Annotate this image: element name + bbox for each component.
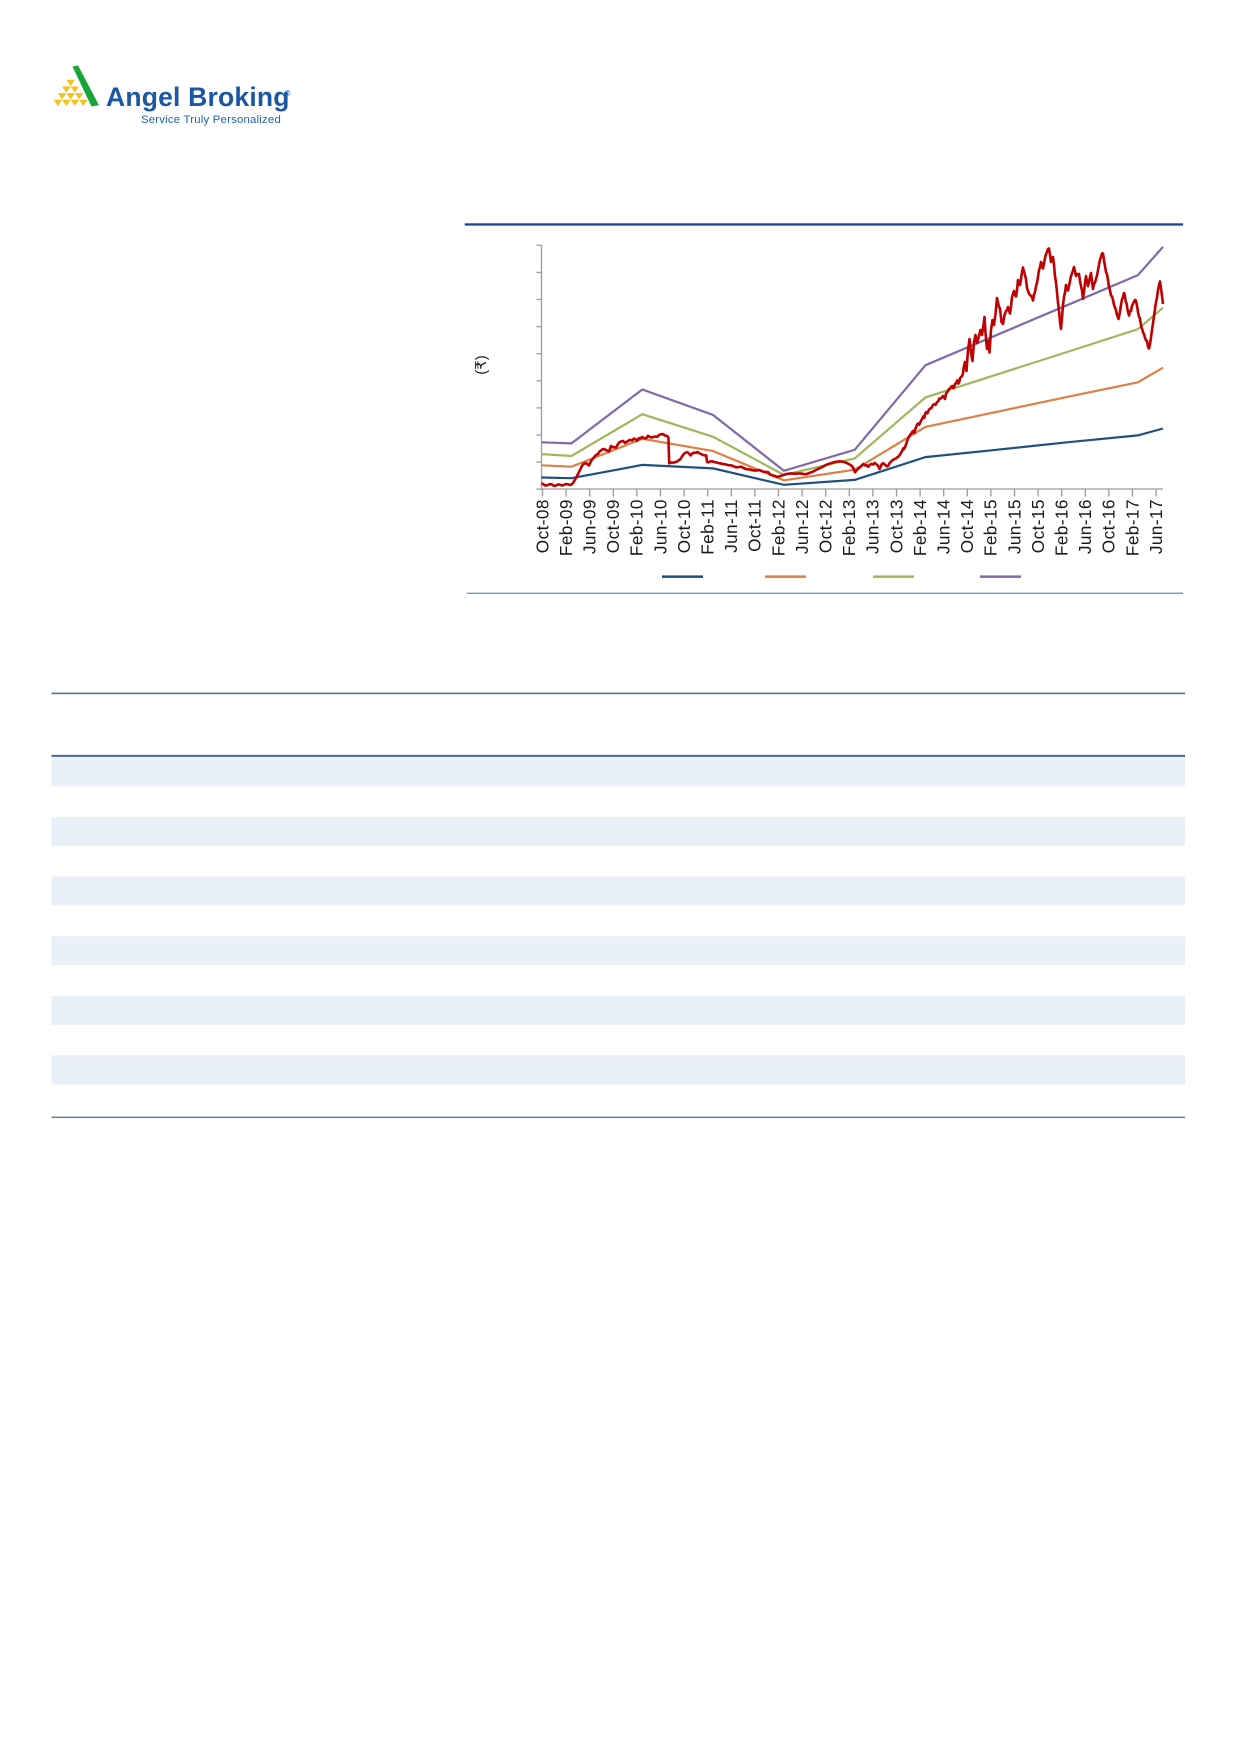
svg-text:Jun-16: Jun-16: [1075, 499, 1095, 554]
svg-text:Feb-16: Feb-16: [1052, 499, 1072, 556]
svg-text:Feb-11: Feb-11: [698, 499, 718, 555]
svg-text:Oct-14: Oct-14: [957, 499, 977, 553]
svg-text:Jun-12: Jun-12: [792, 499, 812, 554]
svg-text:Jun-10: Jun-10: [650, 499, 670, 554]
svg-text:Angel Broking: Angel Broking: [106, 82, 290, 112]
svg-text:Jun-15: Jun-15: [1004, 499, 1024, 554]
svg-text:®: ®: [285, 89, 291, 98]
svg-text:Oct-11: Oct-11: [745, 499, 765, 552]
svg-text:Service Truly Personalized: Service Truly Personalized: [141, 114, 281, 126]
svg-text:Feb-13: Feb-13: [839, 499, 859, 556]
svg-text:Oct-09: Oct-09: [603, 499, 623, 553]
svg-text:Oct-16: Oct-16: [1099, 499, 1119, 553]
svg-text:Oct-15: Oct-15: [1028, 499, 1048, 553]
svg-text:(₹): (₹): [473, 355, 490, 375]
svg-text:Oct-12: Oct-12: [816, 499, 836, 553]
svg-text:Oct-13: Oct-13: [886, 499, 906, 553]
svg-text:Feb-12: Feb-12: [768, 499, 788, 556]
svg-text:Feb-14: Feb-14: [910, 499, 930, 556]
svg-text:Feb-15: Feb-15: [981, 499, 1001, 556]
svg-text:Oct-10: Oct-10: [674, 499, 694, 553]
svg-text:Feb-17: Feb-17: [1122, 499, 1142, 556]
svg-text:Jun-09: Jun-09: [580, 499, 600, 554]
svg-text:Jun-17: Jun-17: [1146, 499, 1166, 554]
svg-text:Jun-11: Jun-11: [721, 499, 741, 553]
svg-text:Feb-10: Feb-10: [627, 499, 647, 556]
svg-text:Jun-14: Jun-14: [934, 499, 954, 554]
svg-text:Jun-13: Jun-13: [863, 499, 883, 554]
svg-text:Oct-08: Oct-08: [532, 499, 552, 553]
svg-text:Feb-09: Feb-09: [556, 499, 576, 556]
